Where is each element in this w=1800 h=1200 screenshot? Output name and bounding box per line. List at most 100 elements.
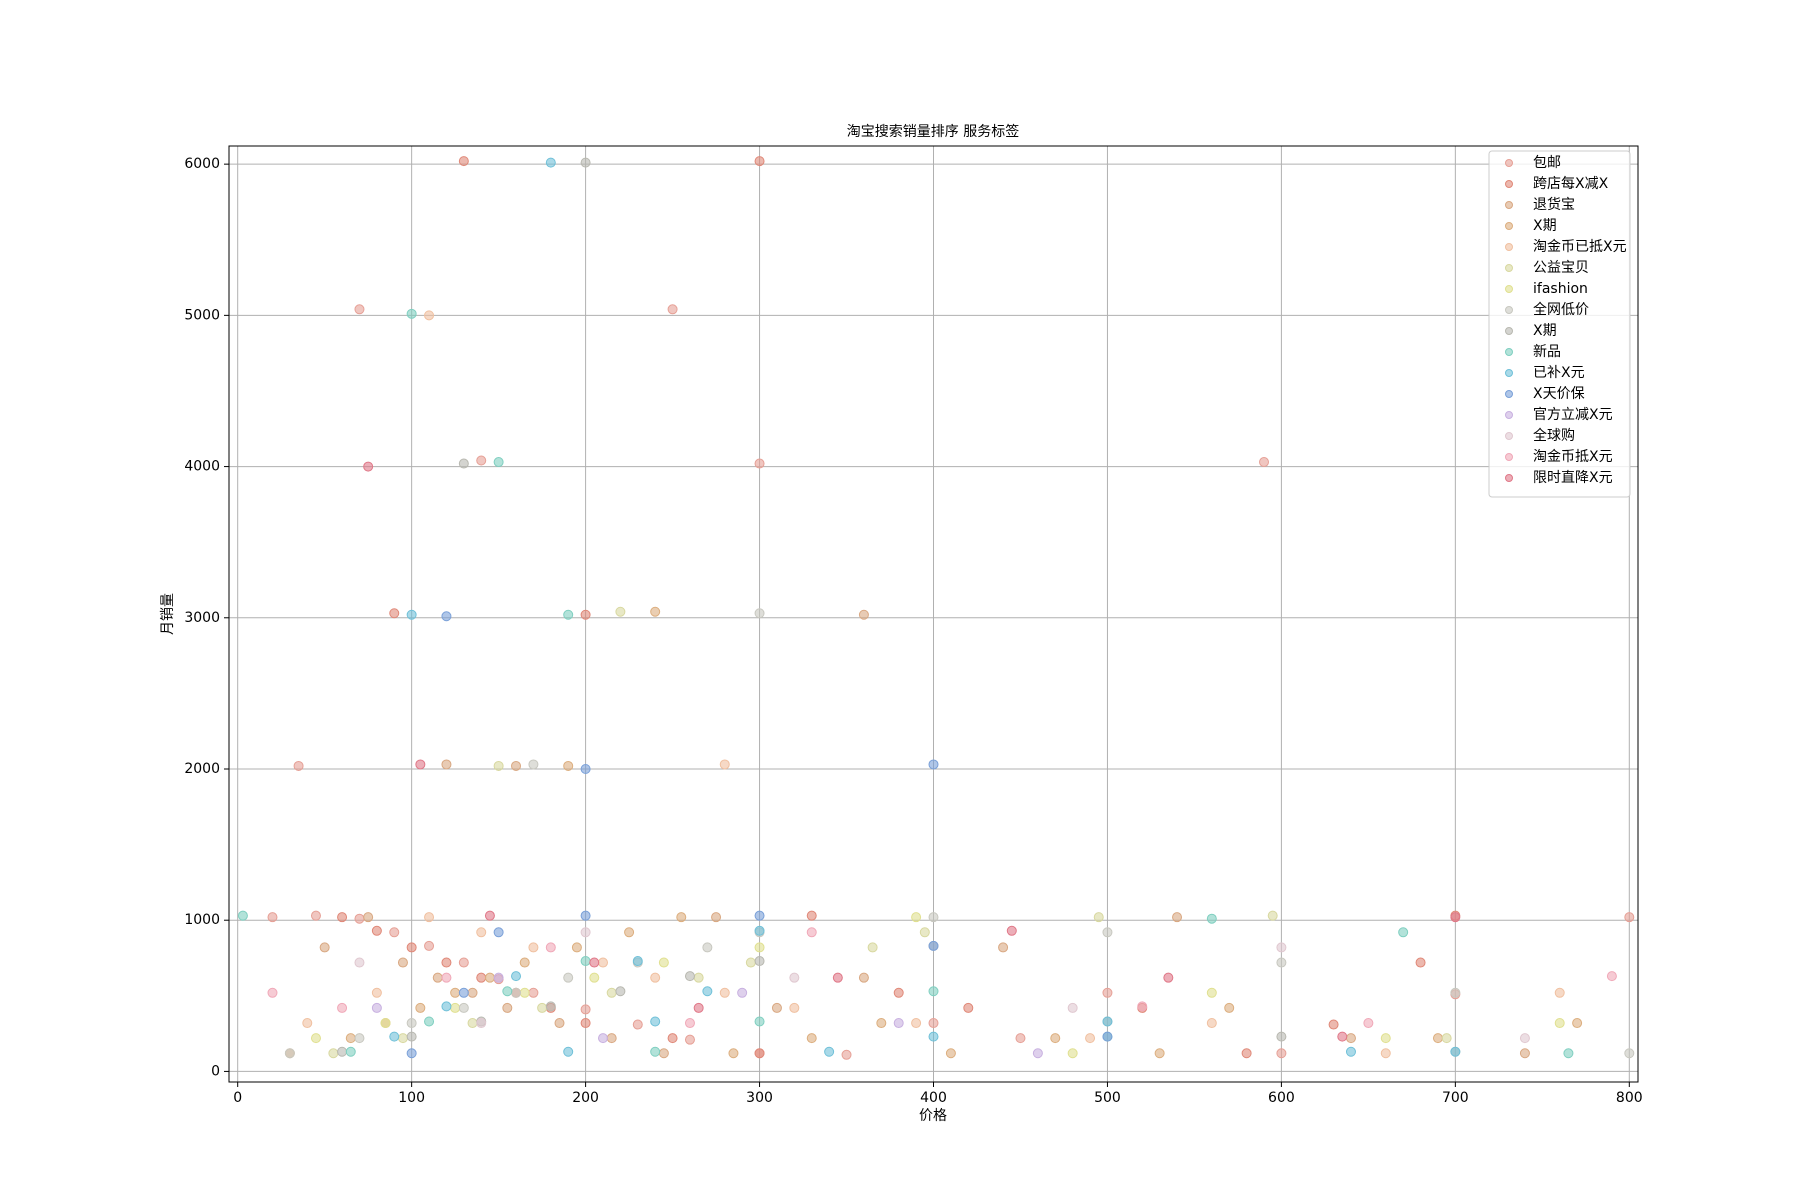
scatter-point	[650, 606, 661, 617]
scatter-point	[502, 986, 513, 997]
scatter-point	[511, 971, 522, 982]
scatter-point	[1606, 971, 1617, 982]
y-tick-label: 4000	[184, 459, 220, 475]
scatter-point	[1441, 1033, 1452, 1044]
x-tick-label: 800	[1616, 1090, 1643, 1106]
scatter-point	[389, 608, 400, 619]
scatter-point	[867, 942, 878, 953]
scatter-point	[476, 455, 487, 466]
legend-label: 淘金币抵X元	[1533, 449, 1613, 465]
scatter-point	[945, 1048, 956, 1059]
scatter-point	[406, 1031, 417, 1042]
scatter-point	[424, 940, 435, 951]
scatter-point	[658, 957, 669, 968]
scatter-point	[1067, 1002, 1078, 1013]
scatter-point	[397, 957, 408, 968]
scatter-point	[354, 913, 365, 924]
scatter-point	[789, 972, 800, 983]
scatter-point	[424, 912, 435, 923]
scatter-point	[1206, 987, 1217, 998]
scatter-point	[684, 1034, 695, 1045]
scatter-point	[580, 927, 591, 938]
x-tick-label: 700	[1442, 1090, 1469, 1106]
scatter-point	[441, 1001, 452, 1012]
scatter-point	[563, 972, 574, 983]
scatter-point	[1050, 1033, 1061, 1044]
scatter-point	[1563, 1048, 1574, 1059]
scatter-point	[728, 1048, 739, 1059]
scatter-point	[563, 609, 574, 620]
scatter-point	[293, 760, 304, 771]
scatter-point	[458, 987, 469, 998]
scatter-point	[580, 609, 591, 620]
y-tick-label: 2000	[184, 761, 220, 777]
scatter-point	[319, 942, 330, 953]
scatter-point	[928, 940, 939, 951]
scatter-point	[380, 1018, 391, 1029]
scatter-point	[337, 1046, 348, 1057]
legend-label: 跨店每X减X	[1533, 176, 1609, 192]
scatter-point	[1276, 1031, 1287, 1042]
legend-marker	[1505, 411, 1513, 419]
scatter-point	[745, 957, 756, 968]
scatter-point	[580, 910, 591, 921]
scatter-point	[1172, 912, 1183, 923]
scatter-point	[754, 925, 765, 936]
legend-label: 已补X元	[1533, 365, 1585, 381]
legend-label: 包邮	[1533, 155, 1561, 171]
legend-label: 全球购	[1533, 427, 1575, 444]
scatter-point	[337, 1002, 348, 1013]
scatter-point	[345, 1033, 356, 1044]
scatter-point	[832, 972, 843, 983]
legend-label: 公益宝贝	[1533, 260, 1589, 276]
scatter-point	[406, 308, 417, 319]
scatter-point	[624, 927, 635, 938]
scatter-point	[458, 458, 469, 469]
legend-marker	[1505, 369, 1513, 377]
scatter-point	[1572, 1018, 1583, 1029]
scatter-point	[267, 987, 278, 998]
legend-label: ifashion	[1533, 281, 1588, 297]
scatter-point	[589, 972, 600, 983]
x-tick-label: 0	[233, 1090, 242, 1106]
scatter-point	[345, 1046, 356, 1057]
scatter-point	[1380, 1048, 1391, 1059]
scatter-point	[632, 956, 643, 967]
scatter-point	[237, 910, 248, 921]
y-tick-label: 0	[211, 1063, 220, 1079]
scatter-point	[493, 972, 504, 983]
scatter-point	[424, 1016, 435, 1027]
scatter-point	[432, 972, 443, 983]
scatter-point	[754, 910, 765, 921]
legend-marker	[1505, 285, 1513, 293]
scatter-point	[1015, 1033, 1026, 1044]
scatter-point	[719, 987, 730, 998]
scatter-point	[1102, 927, 1113, 938]
legend-label: X期	[1533, 323, 1557, 339]
x-tick-label: 200	[572, 1090, 599, 1106]
scatter-point	[1345, 1033, 1356, 1044]
scatter-point	[580, 1004, 591, 1015]
x-tick-label: 100	[398, 1090, 425, 1106]
scatter-point	[1224, 1002, 1235, 1013]
scatter-point	[1519, 1048, 1530, 1059]
scatter-point	[754, 956, 765, 967]
scatter-point	[1206, 913, 1217, 924]
scatter-point	[1154, 1048, 1165, 1059]
legend-label: 新品	[1533, 344, 1561, 360]
scatter-point	[458, 1002, 469, 1013]
scatter-point	[928, 1018, 939, 1029]
scatter-point	[476, 972, 487, 983]
scatter-point	[267, 912, 278, 923]
scatter-point	[737, 987, 748, 998]
scatter-point	[415, 1002, 426, 1013]
scatter-point	[1276, 957, 1287, 968]
scatter-point	[493, 927, 504, 938]
scatter-point	[606, 1033, 617, 1044]
scatter-point	[693, 1002, 704, 1013]
legend-marker	[1505, 159, 1513, 167]
legend-label: 官方立减X元	[1533, 407, 1613, 423]
